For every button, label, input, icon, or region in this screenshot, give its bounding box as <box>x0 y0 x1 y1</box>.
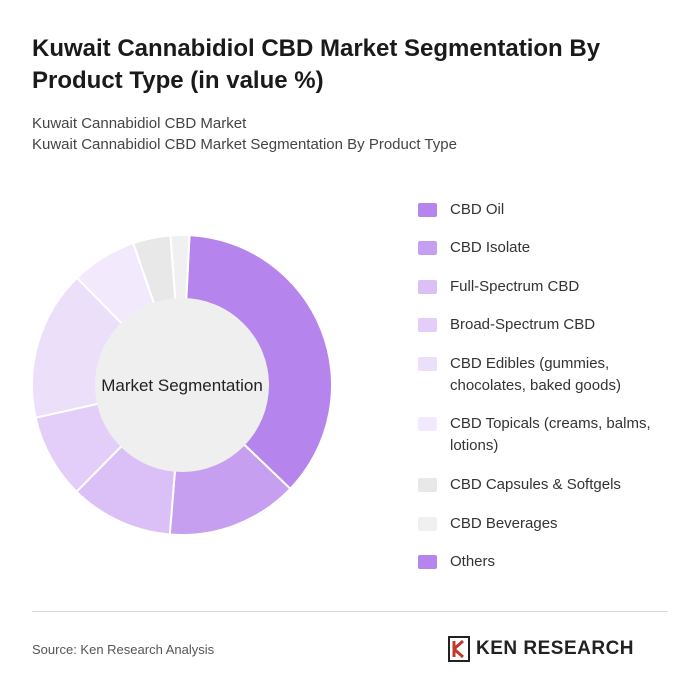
ken-research-logo-text: KEN RESEARCH <box>476 638 635 659</box>
footer-divider <box>32 611 668 612</box>
legend-label: CBD Edibles (gummies, chocolates, baked … <box>450 355 621 394</box>
legend-label: CBD Isolate <box>450 239 531 256</box>
legend-item: CBD Isolate <box>418 237 678 259</box>
legend-swatch <box>418 318 437 332</box>
legend-swatch <box>418 478 437 492</box>
legend-item: Full-Spectrum CBD <box>418 276 678 298</box>
chart-title: Kuwait Cannabidiol CBD Market Segmentati… <box>32 35 601 94</box>
legend-label: CBD Capsules & Softgels <box>450 476 621 493</box>
legend-label: CBD Beverages <box>450 515 558 532</box>
legend-swatch <box>418 357 437 371</box>
subtitle-line-2: Kuwait Cannabidiol CBD Market Segmentati… <box>32 136 457 153</box>
ken-research-logo: KEN RESEARCH <box>448 636 634 662</box>
donut-center <box>95 298 269 472</box>
legend-item: CBD Beverages <box>418 513 678 535</box>
source-note: Source: Ken Research Analysis <box>32 642 215 657</box>
legend-label: CBD Oil <box>450 201 505 218</box>
chart-subtitle: Kuwait Cannabidiol CBD Market Kuwait Can… <box>32 113 672 155</box>
legend-label: Others <box>450 553 496 570</box>
legend-label: Full-Spectrum CBD <box>450 278 580 295</box>
legend-item: CBD Edibles (gummies, chocolates, baked … <box>418 353 678 397</box>
legend-swatch <box>418 417 437 431</box>
legend-item: Broad-Spectrum CBD <box>418 314 678 336</box>
legend-swatch <box>418 280 437 294</box>
legend-item: CBD Topicals (creams, balms, lotions) <box>418 413 678 457</box>
legend-label: CBD Topicals (creams, balms, lotions) <box>450 415 651 454</box>
legend-item: Others <box>418 551 678 573</box>
legend-swatch <box>418 203 437 217</box>
legend-label: Broad-Spectrum CBD <box>450 316 596 333</box>
legend-swatch <box>418 517 437 531</box>
donut-center-label: Market Segmentation <box>101 376 263 395</box>
legend-swatch <box>418 555 437 569</box>
legend-item: CBD Capsules & Softgels <box>418 474 678 496</box>
legend-swatch <box>418 241 437 255</box>
legend-item: CBD Oil <box>418 199 678 221</box>
subtitle-line-1: Kuwait Cannabidiol CBD Market <box>32 115 247 132</box>
ken-research-logo-icon <box>448 636 470 662</box>
